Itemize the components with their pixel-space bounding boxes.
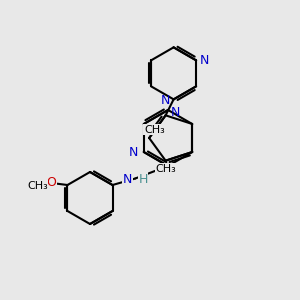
Text: N: N — [200, 54, 209, 67]
Text: N: N — [128, 146, 138, 158]
Text: N: N — [160, 94, 170, 107]
Text: CH₃: CH₃ — [27, 181, 48, 191]
Text: N: N — [123, 173, 132, 186]
Text: N: N — [171, 106, 180, 119]
Text: O: O — [46, 176, 56, 190]
Text: H: H — [138, 173, 148, 186]
Text: CH₃: CH₃ — [144, 125, 165, 135]
Text: CH₃: CH₃ — [155, 164, 176, 174]
